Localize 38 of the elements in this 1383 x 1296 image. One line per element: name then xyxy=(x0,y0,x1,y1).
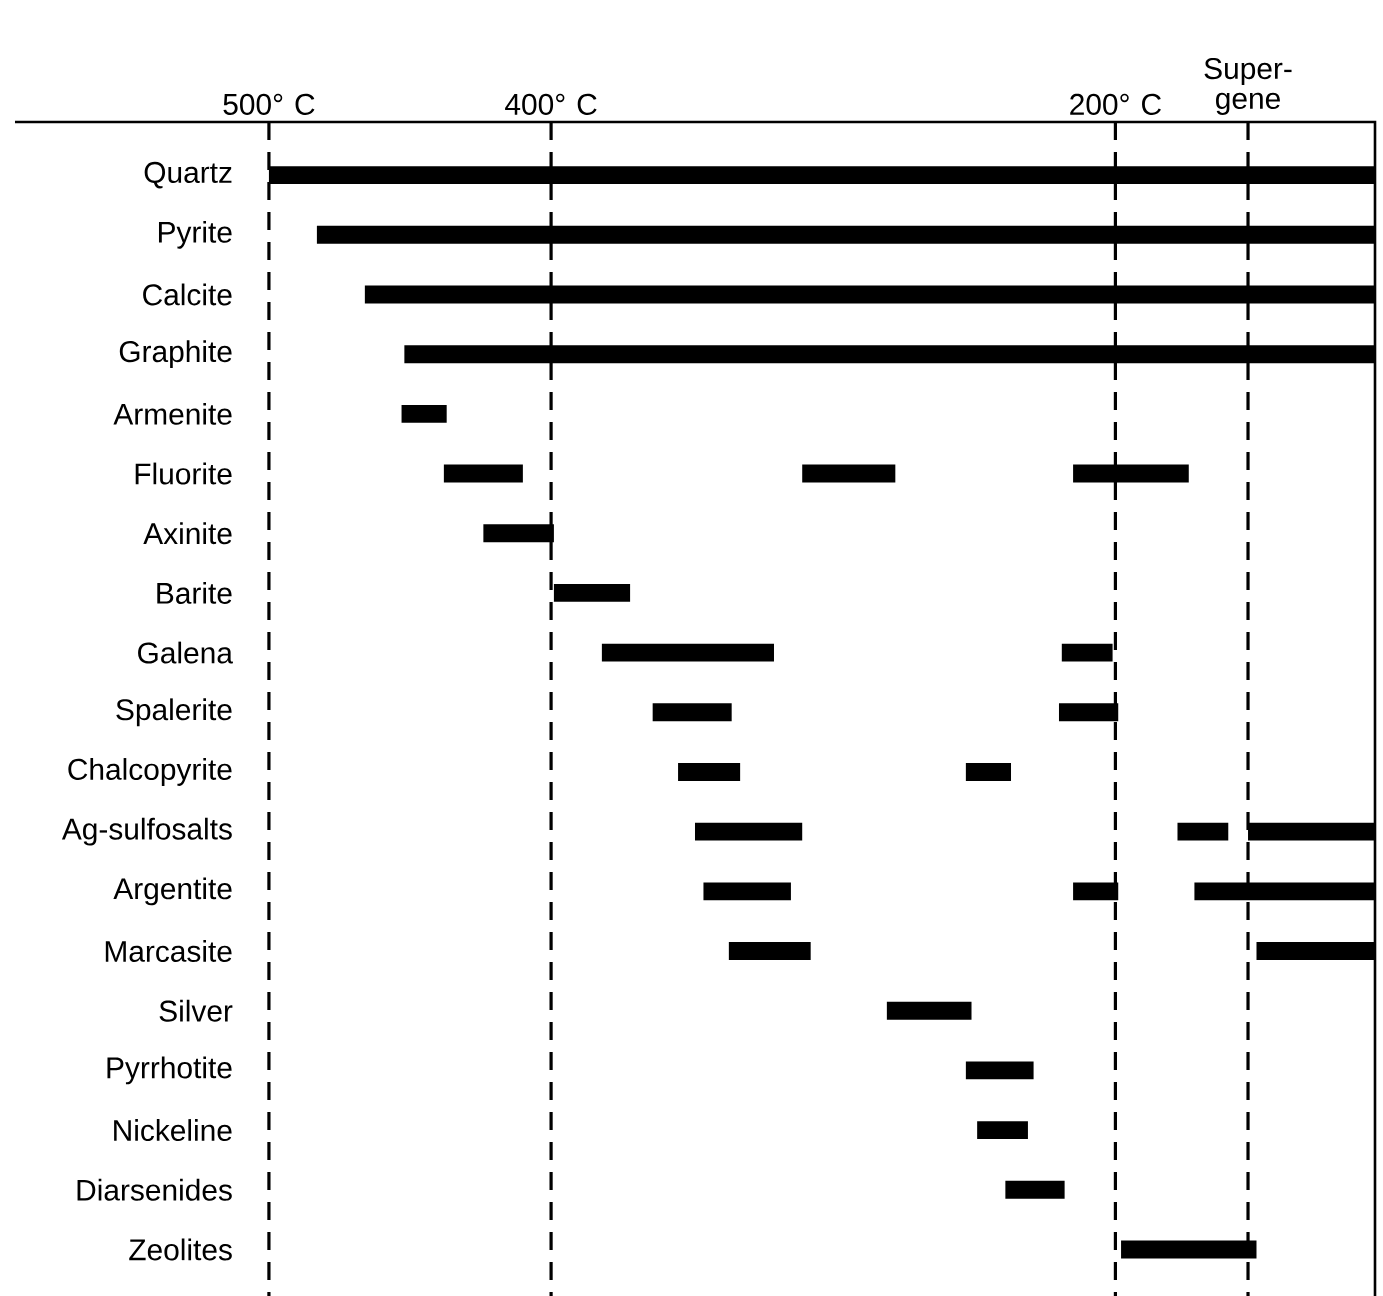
y-tick-label: Axinite xyxy=(143,522,232,545)
bar xyxy=(965,1061,1034,1080)
bar xyxy=(965,763,1012,781)
bar xyxy=(1177,822,1229,841)
bar xyxy=(694,822,803,841)
y-tick-label: Calcite xyxy=(143,283,232,306)
y-tick-label: Pyrrhotite xyxy=(107,1056,232,1085)
y-tick-label: Quartz xyxy=(144,161,232,189)
bar xyxy=(977,1121,1028,1140)
bar xyxy=(728,942,811,960)
bar xyxy=(802,464,896,483)
x-tick-label: Super-gene xyxy=(1204,57,1292,115)
y-tick-label: Ag-sulfosalts xyxy=(61,817,232,846)
bar xyxy=(886,1001,972,1020)
y-tick-label: Armenite xyxy=(113,402,232,425)
x-tick-label: 400° C xyxy=(505,93,597,115)
y-tick-label: Argentite xyxy=(113,877,232,906)
y-tick-label: Galena xyxy=(138,641,233,664)
bar xyxy=(601,643,774,662)
y-tick-label: Barite xyxy=(157,581,232,604)
bar xyxy=(652,703,732,722)
x-tick-label: 200° C xyxy=(1070,93,1161,115)
y-tick-label: Graphite xyxy=(119,340,232,369)
y-tick-label: Fluorite xyxy=(135,462,232,485)
y-tick-label: Chalcopyrite xyxy=(68,758,232,786)
y-tick-label: Spalerite xyxy=(116,698,232,727)
bar xyxy=(401,404,447,423)
y-tick-label: Diarsenides xyxy=(77,1178,232,1201)
y-tick-label: Marcasite xyxy=(105,940,232,962)
y-tick-label: Nickeline xyxy=(114,1119,232,1142)
y-tick-label: Zeolites xyxy=(129,1238,232,1261)
bar xyxy=(703,882,791,901)
bar xyxy=(678,763,741,781)
bar xyxy=(1005,1180,1065,1199)
y-tick-label: Pyrite xyxy=(158,220,232,249)
x-tick-label: 500° C xyxy=(223,93,315,115)
bar xyxy=(443,464,523,483)
y-tick-label: Silver xyxy=(159,999,233,1022)
